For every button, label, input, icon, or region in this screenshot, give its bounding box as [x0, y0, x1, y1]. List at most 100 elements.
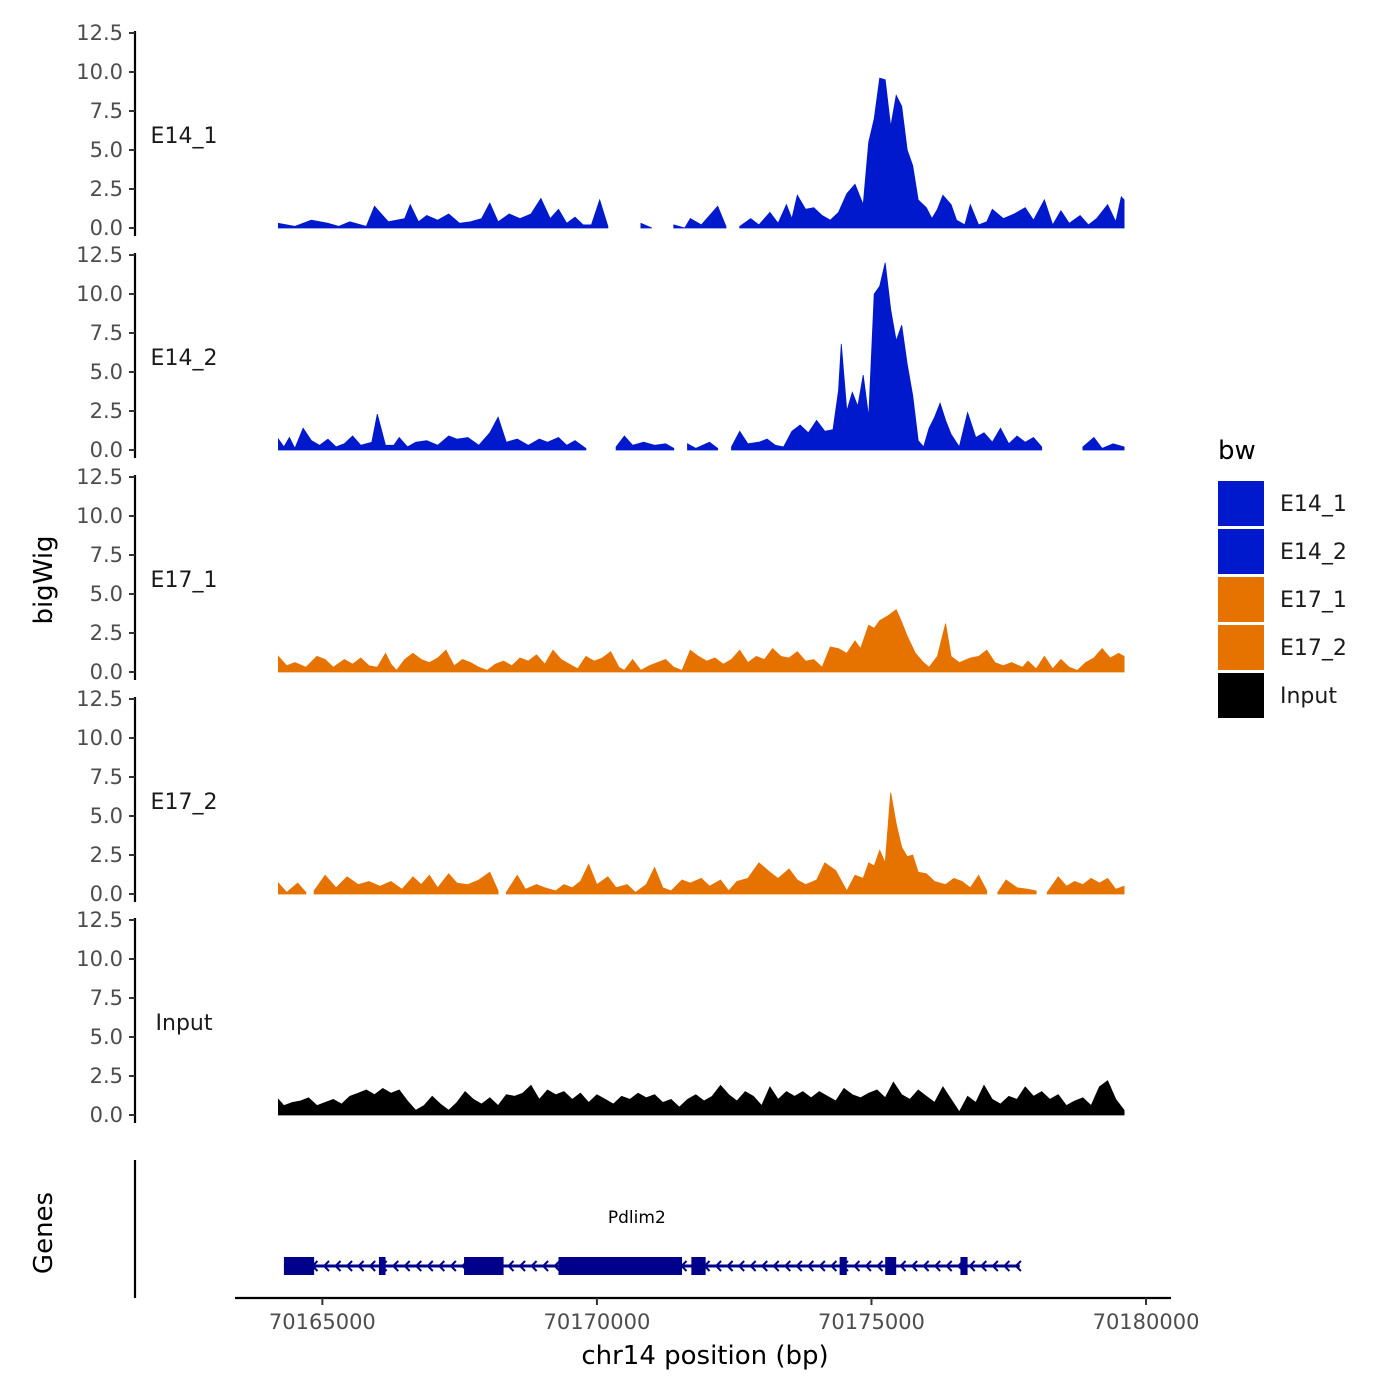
strand-arrow — [530, 1260, 538, 1272]
x-axis-title: chr14 position (bp) — [581, 1341, 828, 1371]
gene-label: Pdlim2 — [608, 1208, 666, 1228]
track-E14_1: 0.0 2.5 5.0 7.5 10.0 12.5 E14_1 — [76, 21, 1125, 240]
x-tick-label: 70175000 — [818, 1310, 925, 1334]
signal-area — [997, 879, 1037, 895]
strand-arrow — [1014, 1260, 1022, 1272]
y-tick-label: 12.5 — [76, 465, 123, 489]
gene-exon — [378, 1257, 386, 1275]
x-tick-label: 70170000 — [543, 1310, 650, 1334]
strand-arrow — [795, 1260, 803, 1272]
strand-arrow — [426, 1260, 434, 1272]
legend-swatch — [1218, 481, 1264, 526]
y-tick-label: 7.5 — [90, 765, 123, 789]
strand-arrow — [876, 1260, 884, 1272]
signal-area — [1046, 876, 1125, 895]
legend-label: E14_1 — [1280, 492, 1347, 517]
gene-exon — [960, 1257, 968, 1275]
y-tick-label: 7.5 — [90, 543, 123, 567]
signal-area — [278, 1080, 1125, 1116]
track-E17_1: 0.0 2.5 5.0 7.5 10.0 12.5 E17_1 — [76, 465, 1125, 684]
strand-arrow — [864, 1260, 872, 1272]
tracks-area: 0.0 2.5 5.0 7.5 10.0 12.5 E14_1 0.0 2.5 5.0 7.5 10.… — [76, 21, 1125, 1127]
x-tick-label: 70180000 — [1093, 1310, 1200, 1334]
y-tick-label: 12.5 — [76, 687, 123, 711]
signal-area — [640, 222, 652, 229]
track-label: Input — [156, 1011, 213, 1036]
y-tick-label: 5.0 — [90, 582, 123, 606]
legend-label: E17_1 — [1280, 588, 1347, 613]
strand-arrow — [334, 1260, 342, 1272]
y-tick-label: 0.0 — [90, 216, 123, 240]
strand-arrow — [853, 1260, 861, 1272]
strand-arrow — [737, 1260, 745, 1272]
strand-arrow — [345, 1260, 353, 1272]
y-tick-label: 2.5 — [90, 843, 123, 867]
y-tick-label: 7.5 — [90, 321, 123, 345]
legend-swatch — [1218, 529, 1264, 574]
strand-arrow — [945, 1260, 953, 1272]
legend-label: E17_2 — [1280, 636, 1347, 661]
y-tick-label: 5.0 — [90, 804, 123, 828]
strand-arrow — [322, 1260, 330, 1272]
strand-arrow — [806, 1260, 815, 1272]
strand-arrow — [357, 1260, 365, 1272]
strand-arrow — [899, 1260, 907, 1272]
strand-arrow — [437, 1260, 446, 1272]
y-tick-label: 0.0 — [90, 882, 123, 906]
y-tick-label: 10.0 — [76, 282, 123, 306]
signal-area — [278, 197, 609, 229]
track-E17_2: 0.0 2.5 5.0 7.5 10.0 12.5 E17_2 — [76, 687, 1125, 906]
y-tick-label: 2.5 — [90, 177, 123, 201]
y-tick-label: 0.0 — [90, 1103, 123, 1127]
y-tick-label: 0.0 — [90, 438, 123, 462]
strand-arrow — [829, 1260, 838, 1272]
strand-arrow — [783, 1260, 791, 1272]
y-tick-label: 2.5 — [90, 621, 123, 645]
y-tick-label: 12.5 — [76, 21, 123, 45]
y-tick-label: 7.5 — [90, 99, 123, 123]
strand-arrow — [368, 1260, 376, 1272]
y-tick-label: 12.5 — [76, 908, 123, 932]
legend: bw E14_1 E14_2 E17_1 E17_2 Input — [1218, 436, 1347, 718]
strand-arrow — [968, 1260, 976, 1272]
signal-area — [687, 441, 719, 451]
strand-arrow — [922, 1260, 930, 1272]
genes-panel: Pdlim2 — [133, 1160, 1022, 1298]
signal-area — [313, 871, 499, 895]
x-axis: 70165000 70170000 70175000 70180000 — [235, 1296, 1200, 1334]
strand-arrow — [507, 1260, 515, 1272]
strand-arrow — [818, 1260, 826, 1272]
legend-label: Input — [1280, 684, 1337, 709]
y-tick-label: 5.0 — [90, 138, 123, 162]
legend-swatch — [1218, 577, 1264, 622]
strand-arrow — [772, 1260, 780, 1272]
strand-arrow — [1002, 1260, 1011, 1272]
y-tick-label: 10.0 — [76, 60, 123, 84]
track-E14_2: 0.0 2.5 5.0 7.5 10.0 12.5 E14_2 — [76, 243, 1125, 462]
strand-arrow — [979, 1260, 988, 1272]
gene-exon — [464, 1257, 504, 1275]
strand-arrow — [933, 1260, 941, 1272]
strand-arrow — [910, 1260, 918, 1272]
strand-arrow — [991, 1260, 999, 1272]
y-tick-label: 7.5 — [90, 986, 123, 1010]
y-tick-label: 10.0 — [76, 947, 123, 971]
strand-arrow — [391, 1260, 399, 1272]
y-tick-label: 5.0 — [90, 1025, 123, 1049]
strand-arrow — [518, 1260, 526, 1272]
strand-arrow — [553, 1260, 561, 1272]
y-tick-label: 12.5 — [76, 243, 123, 267]
gene-exon — [558, 1257, 683, 1275]
legend-label: E14_2 — [1280, 540, 1347, 565]
y-tick-label: 10.0 — [76, 504, 123, 528]
signal-area — [278, 882, 307, 895]
x-tick-label: 70165000 — [269, 1310, 376, 1334]
signal-area — [278, 608, 1125, 673]
y-tick-label: 0.0 — [90, 660, 123, 684]
strand-arrow — [414, 1260, 422, 1272]
strand-arrow — [726, 1260, 734, 1272]
signal-area — [739, 77, 1125, 229]
track-label: E17_2 — [151, 790, 218, 815]
y-tick-label: 5.0 — [90, 360, 123, 384]
